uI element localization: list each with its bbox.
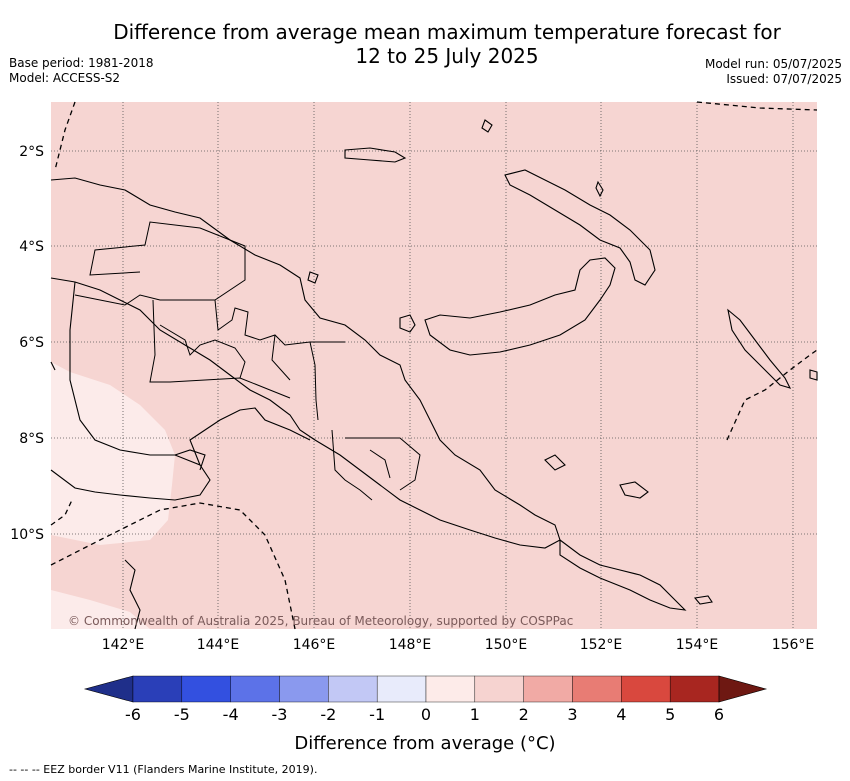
longitude-tick-label: 156°E: [772, 637, 815, 653]
colorbar-segment: [230, 675, 280, 703]
issued-date: Issued: 07/07/2025: [726, 72, 842, 86]
coastline-island-east: [809, 369, 818, 381]
colorbar-tick-label: 5: [665, 705, 676, 724]
coastline-west: [50, 361, 56, 371]
colorbar-title: Difference from average (°C): [294, 733, 556, 754]
coastline-manus: [344, 147, 407, 163]
colorbar-segment: [621, 675, 671, 703]
colorbar-tick-label: -5: [173, 705, 190, 724]
colorbar-tick-label: -6: [125, 705, 141, 724]
colorbar-tick-label: 3: [567, 705, 578, 724]
coastline-island: [544, 454, 566, 471]
coastline-fly: [174, 449, 206, 471]
colorbar-tick-label: 6: [713, 705, 725, 724]
latitude-tick-label: 2°S: [19, 144, 44, 160]
eez-border-west: [54, 101, 76, 171]
coastline-island: [399, 314, 416, 333]
coastline-bougainville: [727, 308, 792, 389]
coastline-new-britain: [424, 257, 616, 356]
colorbar-segment: [572, 675, 622, 703]
coastline-island: [481, 119, 493, 133]
colorbar-segment: [425, 675, 476, 703]
latitude-tick-labels: 2°S 4°S 6°S 8°S 10°S: [10, 144, 44, 543]
coastline-island: [693, 595, 713, 605]
colorbar: [83, 675, 768, 703]
longitude-tick-label: 152°E: [580, 637, 623, 653]
colorbar-tick-label: -1: [369, 705, 386, 724]
model-name: Model: ACCESS-S2: [9, 71, 121, 85]
copyright-notice: © Commonwealth of Australia 2025, Bureau…: [68, 614, 574, 628]
colorbar-segment: [279, 675, 329, 703]
coastline-new-guinea-north: [50, 177, 561, 549]
longitude-tick-labels: 142°E 144°E 146°E 148°E 150°E 152°E 154°E 156°E: [102, 637, 815, 653]
longitude-tick-label: 146°E: [293, 637, 336, 653]
coastline-new-ireland: [504, 169, 656, 286]
map-title-line2: 12 to 25 July 2025: [355, 44, 539, 68]
map-title-line1: Difference from average mean maximum tem…: [113, 20, 781, 44]
longitude-tick-label: 148°E: [389, 637, 432, 653]
colorbar-segment: [132, 675, 183, 703]
coastline-southeast-islands: [559, 538, 687, 611]
longitude-tick-label: 144°E: [197, 637, 240, 653]
province-border: [149, 299, 291, 399]
colorbar-extend-high: [718, 675, 768, 703]
eez-borders: [50, 101, 818, 630]
colorbar-tick-label: -4: [222, 705, 239, 724]
model-run: Model run: 05/07/2025: [704, 57, 842, 71]
coastline-gulf: [189, 407, 311, 466]
latitude-tick-label: 10°S: [10, 527, 44, 543]
longitude-tick-label: 142°E: [102, 637, 145, 653]
latitude-tick-label: 6°S: [19, 335, 44, 351]
colorbar-tick-label: 0: [420, 705, 432, 724]
colorbar-segment: [523, 675, 573, 703]
longitude-tick-label: 150°E: [485, 637, 528, 653]
colorbar-segment: [474, 675, 524, 703]
coastline-cape-york: [124, 559, 141, 630]
province-border: [345, 437, 421, 491]
coastlines: [50, 119, 818, 630]
province-border: [74, 221, 246, 306]
colorbar-segment: [181, 675, 231, 703]
colorbar-segment: [376, 675, 427, 703]
eez-border-northeast: [696, 101, 818, 111]
colorbar-segment: [669, 675, 720, 703]
province-border: [159, 324, 246, 379]
longitude-tick-label: 154°E: [676, 637, 719, 653]
province-border: [369, 449, 391, 479]
colorbar-segment: [328, 675, 378, 703]
eez-border-east: [726, 349, 818, 441]
anomaly-region-light-south: [51, 590, 150, 629]
base-period: Base period: 1981-2018: [9, 56, 154, 70]
province-border: [214, 299, 345, 346]
eez-border-south: [50, 502, 296, 630]
latitude-tick-label: 8°S: [19, 431, 44, 447]
province-border: [331, 429, 373, 501]
colorbar-tick-label: -3: [271, 705, 288, 724]
eez-footnote: -- -- -- EEZ border V11 (Flanders Marine…: [9, 763, 318, 776]
province-border: [309, 341, 319, 421]
eez-border-torres: [50, 499, 73, 526]
colorbar-tick-label: 2: [518, 705, 529, 724]
coastline-island: [595, 180, 604, 198]
latitude-tick-label: 4°S: [19, 239, 44, 255]
province-borders: [74, 221, 421, 501]
anomaly-region-light: [51, 362, 175, 545]
colorbar-extend-low: [83, 675, 134, 703]
meta-left: Base period: 1981-2018 Model: ACCESS-S2: [9, 56, 154, 86]
province-border: [271, 334, 291, 381]
coastline-island: [307, 271, 319, 284]
colorbar-tick-label: -2: [320, 705, 337, 724]
map-background: [51, 102, 817, 629]
colorbar-tick-label: 4: [616, 705, 627, 724]
colorbar-tick-label: 1: [469, 705, 480, 724]
meta-right: Model run: 05/07/2025 Issued: 07/07/2025: [705, 57, 842, 87]
coastline-island: [619, 481, 649, 499]
